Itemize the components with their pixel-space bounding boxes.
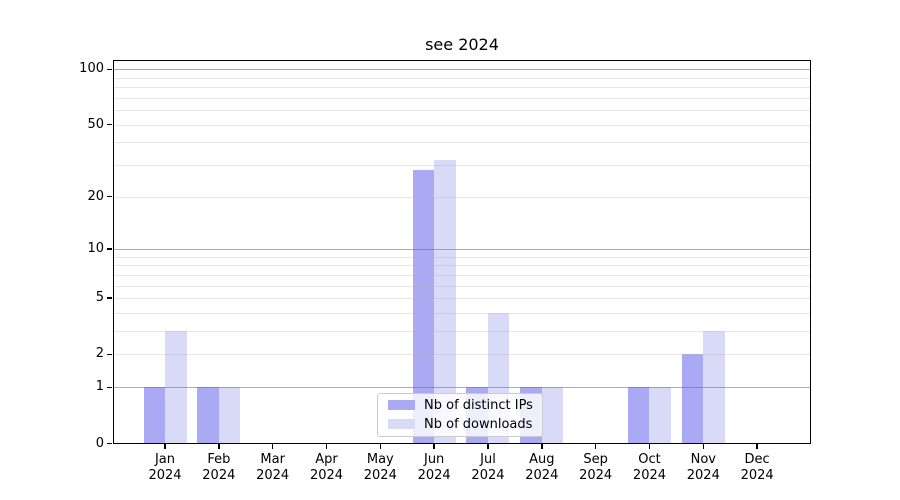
x-tick-feb [218,443,220,449]
bar-distinct-ips-jan [143,387,165,444]
bar-distinct-ips-feb [197,387,219,444]
x-tick-jun [433,443,435,449]
gridline-major-1 [113,387,811,389]
y-tick-label-100: 100 [79,61,104,77]
y-tick-1 [106,386,112,389]
legend-swatch-distinct-ips [388,400,415,410]
bar-distinct-ips-oct [627,387,650,444]
x-tick-label-nov: Nov 2024 [686,451,720,484]
y-tick-label-1: 1 [95,379,104,395]
x-tick-label-apr: Apr 2024 [309,451,344,484]
bar-downloads-oct [649,387,671,444]
x-tick-label-sep: Sep 2024 [579,451,613,484]
gridline-major-100 [113,69,811,71]
gridline-minor-4 [113,313,811,314]
gridline-minor-20 [113,196,811,198]
bar-downloads-aug [541,387,564,444]
gridline-minor-7 [113,274,811,276]
y-tick-label-0: 0 [95,435,104,451]
legend-item-distinct-ips: Nb of distinct IPs [388,399,542,412]
x-tick-label-feb: Feb 2024 [202,451,236,484]
gridline-minor-90 [113,77,811,79]
legend-label-distinct-ips: Nb of distinct IPs [424,397,533,413]
y-tick-label-20: 20 [87,188,104,204]
bar-downloads-jan [165,331,187,444]
chart-title: see 2024 [425,35,499,54]
x-tick-sep [594,443,597,449]
x-tick-label-jan: Jan 2024 [148,451,182,484]
legend-item-downloads: Nb of downloads [388,418,542,431]
y-tick-2 [106,353,112,356]
x-tick-apr [325,443,328,449]
gridline-minor-8 [113,265,811,267]
y-tick-label-5: 5 [95,290,104,306]
gridline-minor-40 [113,142,811,144]
bar-distinct-ips-nov [681,354,704,444]
x-tick-may [379,443,382,449]
x-tick-oct [648,443,651,449]
x-tick-jul [487,443,489,449]
y-tick-label-2: 2 [95,346,104,362]
y-tick-0 [106,442,112,445]
x-tick-mar [271,443,274,449]
gridline-minor-30 [113,165,811,167]
y-tick-label-50: 50 [87,116,104,132]
x-tick-label-aug: Aug 2024 [525,451,559,484]
y-tick-5 [106,297,112,299]
x-tick-aug [541,443,543,449]
x-tick-jan [164,443,166,449]
x-tick-label-dec: Dec 2024 [740,451,774,484]
x-tick-label-oct: Oct 2024 [632,451,667,484]
y-tick-10 [106,248,112,250]
x-tick-nov [702,443,705,449]
y-tick-100 [106,68,112,71]
plot-frame [113,59,811,444]
gridline-minor-3 [113,331,811,333]
x-tick-label-mar: Mar 2024 [256,451,290,484]
x-tick-dec [756,443,758,449]
bar-downloads-jun [434,160,456,444]
plot-area: Dec 2024 Nov 2024 Oct 2024 Sep 2024 Aug 2024… [79,59,811,483]
gridline-minor-70 [113,97,811,99]
bar-distinct-ips-jun [412,170,435,444]
gridline-minor-5 [113,298,811,300]
gridline-minor-80 [113,87,811,89]
gridline-minor-2 [113,354,811,356]
gridline-minor-60 [113,110,811,112]
legend: Nb of distinct IPs Nb of downloads [377,392,543,437]
y-tick-50 [106,123,112,126]
x-tick-label-jul: Jul 2024 [471,451,505,484]
y-tick-label-10: 10 [87,241,104,257]
bar-downloads-feb [218,387,241,444]
gridline-minor-6 [113,285,811,287]
x-tick-label-jun: Jun 2024 [417,451,451,484]
gridline-minor-9 [113,256,811,258]
gridline-minor-50 [113,124,811,126]
bar-downloads-nov [703,331,725,444]
y-tick-20 [106,195,112,198]
legend-label-downloads: Nb of downloads [424,416,533,432]
legend-swatch-downloads [388,419,415,429]
gridline-major-10 [113,249,811,251]
x-tick-label-may: May 2024 [363,451,397,484]
